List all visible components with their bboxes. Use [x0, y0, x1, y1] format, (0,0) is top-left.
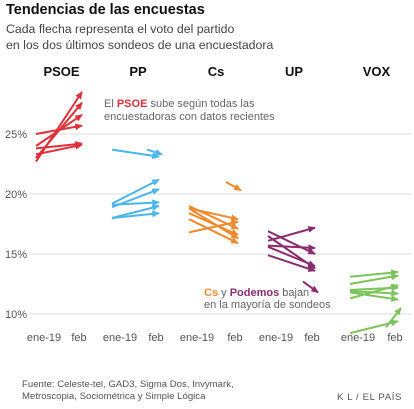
x-tick-label: feb: [71, 332, 86, 344]
panel-header-up: UP: [285, 64, 303, 79]
grid-layer: [30, 133, 412, 315]
arrow-pp: [111, 178, 160, 205]
x-axis-labels: ene-19 feb ene-19 feb ene-19 feb ene-19 feb ene-…: [27, 332, 403, 344]
source-line-2: Metroscopia, Sociométrica y Simple Lógic…: [22, 391, 206, 402]
credit: K L / EL PAÍS: [336, 392, 402, 403]
x-tick-label: ene-19: [103, 332, 137, 344]
y-tick-label: 15%: [5, 249, 27, 261]
series-vox: [349, 269, 402, 335]
series-cs: [188, 181, 242, 245]
psoe-annotation-line-2: encuestadoras con datos recientes: [104, 111, 275, 123]
cs-up-annotation-line-2: en la mayoría de sondeos: [204, 299, 331, 311]
x-tick-label: ene-19: [27, 332, 61, 344]
psoe-annotation-party: PSOE: [117, 98, 148, 110]
arrow-pp: [111, 148, 160, 160]
x-tick-label: ene-19: [341, 332, 375, 344]
arrow-cs: [188, 205, 239, 230]
arrow-pp: [111, 199, 160, 207]
arrow-up: [267, 230, 316, 255]
arrow-pp: [111, 210, 160, 219]
arrow-vox: [349, 289, 399, 297]
arrow-psoe: [35, 123, 83, 135]
series-pp: [111, 148, 163, 219]
arrow-pp: [146, 148, 163, 156]
chart-subtitle-line-1: Cada flecha representa el voto del parti…: [6, 22, 235, 36]
arrow-cs: [225, 181, 242, 192]
arrow-vox: [349, 269, 399, 278]
source-note: Fuente: Celeste-tel, GAD3, Sigma Dos, In…: [22, 379, 234, 403]
panel-headers: PSOE PP Cs UP VOX: [43, 64, 390, 79]
arrow-cs: [188, 219, 239, 234]
up-annotation-party: Podemos: [230, 287, 280, 299]
arrow-up: [267, 226, 316, 242]
y-tick-label: 10%: [5, 309, 27, 321]
panel-header-cs: Cs: [208, 64, 225, 79]
x-tick-label: feb: [304, 332, 319, 344]
arrows-layer: [35, 91, 402, 335]
x-tick-label: feb: [387, 332, 402, 344]
panel-header-psoe: PSOE: [43, 64, 79, 79]
psoe-annotation-line-1: El PSOE sube según todas las: [104, 98, 255, 110]
series-psoe: [35, 91, 83, 163]
x-tick-label: feb: [148, 332, 163, 344]
arrow-vox: [385, 307, 402, 328]
y-tick-label: 20%: [5, 189, 27, 201]
arrow-psoe: [35, 142, 83, 156]
source-line-1: Fuente: Celeste-tel, GAD3, Sigma Dos, In…: [22, 379, 234, 390]
y-tick-label: 25%: [5, 129, 27, 141]
arrow-pp: [111, 204, 160, 219]
arrow-up: [267, 244, 316, 252]
arrow-up: [267, 254, 316, 272]
arrow-vox: [349, 284, 399, 292]
arrow-psoe: [35, 140, 83, 150]
cs-annotation-party: Cs: [204, 287, 218, 299]
x-tick-label: ene-19: [180, 332, 214, 344]
arrow-vox: [349, 273, 399, 285]
arrow-up: [302, 280, 319, 294]
chart-subtitle-line-2: en los dos últimos sondeos de una encues…: [6, 38, 274, 52]
x-tick-label: feb: [227, 332, 242, 344]
arrow-cs: [188, 218, 239, 245]
chart-title: Tendencias de las encuestas: [6, 2, 205, 18]
cs-up-annotation-line-1: Cs y Podemos bajan: [204, 287, 309, 299]
arrow-up: [267, 245, 316, 267]
panel-header-pp: PP: [129, 64, 147, 79]
arrow-vox: [349, 291, 399, 302]
x-tick-label: ene-19: [259, 332, 293, 344]
arrow-cs: [188, 207, 239, 240]
series-up: [267, 226, 319, 294]
panel-header-vox: VOX: [363, 64, 391, 79]
y-axis-labels: 10% 15% 20% 25%: [5, 129, 27, 321]
